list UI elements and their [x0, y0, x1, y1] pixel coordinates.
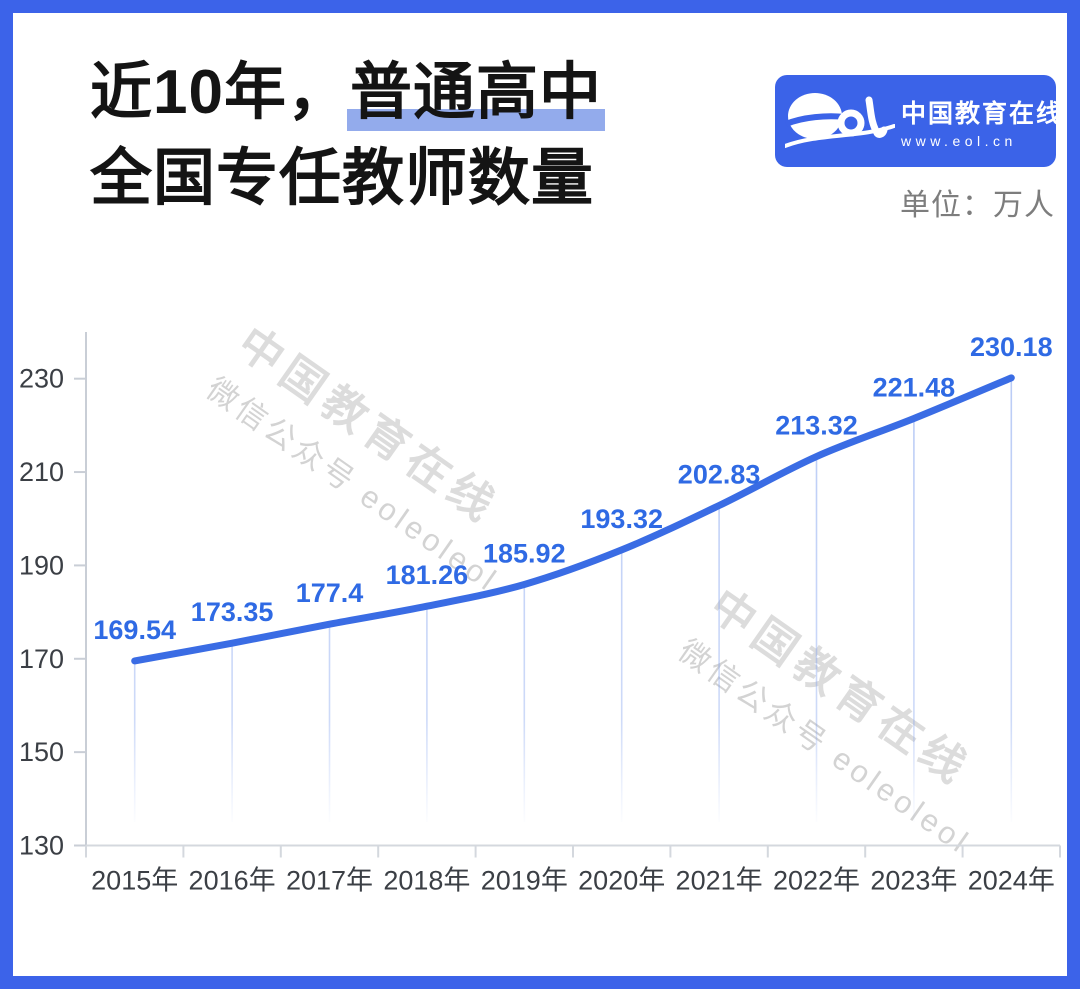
value-label: 181.26	[386, 560, 469, 590]
value-label: 169.54	[93, 615, 176, 645]
value-label: 230.18	[970, 332, 1053, 362]
x-axis-label: 2021年	[676, 866, 763, 896]
x-axis-label: 2018年	[383, 866, 470, 896]
eol-logo-box: 中国教育在线 www.eol.cn	[775, 75, 1061, 167]
value-label: 173.35	[191, 597, 274, 627]
y-axis-label: 130	[19, 831, 64, 861]
eol-logo-icon	[785, 93, 895, 148]
value-label: 202.83	[678, 460, 761, 490]
y-axis-label: 150	[19, 737, 64, 767]
x-axis-label: 2016年	[189, 866, 276, 896]
chart-title: 近10年，普通高中 全国专任教师数量	[90, 50, 602, 221]
value-label: 213.32	[775, 411, 858, 441]
value-label: 193.32	[580, 504, 663, 534]
x-axis-label: 2015年	[91, 866, 178, 896]
series-line	[131, 374, 1015, 665]
x-axis-label: 2022年	[773, 866, 860, 896]
title-line-2: 全国专任教师数量	[90, 143, 595, 213]
x-axis-label: 2024年	[968, 866, 1055, 896]
logo-name: 中国教育在线	[901, 99, 1064, 128]
y-axis-label: 230	[19, 364, 64, 394]
title-line1-pre: 近10年，	[90, 58, 350, 127]
x-axis-label: 2023年	[870, 866, 957, 896]
logo-text: 中国教育在线 www.eol.cn	[901, 94, 1063, 149]
value-label: 177.4	[296, 578, 364, 608]
x-axis-label: 2017年	[286, 866, 373, 896]
title-line1-highlight: 普通高中	[349, 58, 602, 127]
value-label: 221.48	[873, 372, 956, 402]
unit-label: 单位：万人	[900, 189, 1055, 222]
x-axis-label: 2019年	[481, 866, 568, 896]
value-label: 185.92	[483, 538, 566, 568]
y-axis-label: 190	[19, 550, 64, 580]
y-axis-label: 210	[19, 457, 64, 487]
y-axis-label: 170	[19, 644, 64, 674]
title-line-1: 近10年，普通高中	[90, 50, 602, 136]
x-axis-label: 2020年	[578, 866, 665, 896]
logo-url: www.eol.cn	[901, 132, 1017, 149]
